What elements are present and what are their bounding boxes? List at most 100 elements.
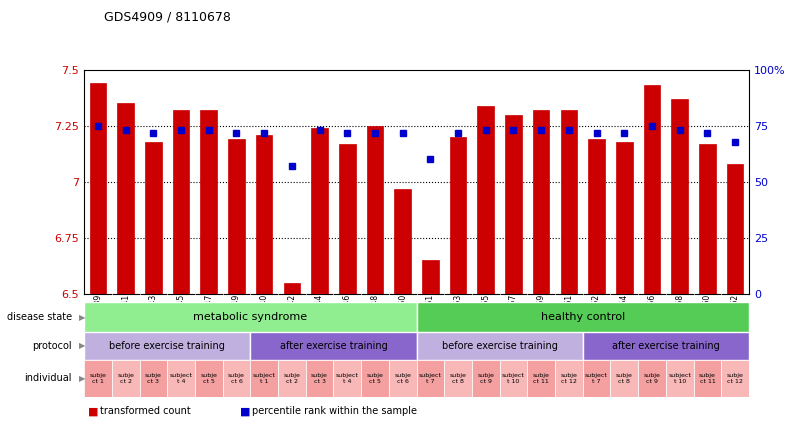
Bar: [173, 110, 189, 294]
Bar: [145, 142, 162, 294]
Bar: [112, 360, 139, 397]
Text: subje
ct 11: subje ct 11: [699, 373, 716, 384]
Bar: [367, 126, 384, 294]
Bar: [500, 360, 527, 397]
Text: GSM1070456: GSM1070456: [647, 294, 657, 346]
Bar: [694, 360, 721, 397]
Bar: [450, 137, 466, 294]
Text: subje
ct 6: subje ct 6: [228, 373, 245, 384]
Bar: [84, 332, 250, 360]
Bar: [616, 142, 633, 294]
Text: GSM1070454: GSM1070454: [620, 294, 629, 346]
Bar: [200, 110, 217, 294]
Text: GSM1070448: GSM1070448: [371, 294, 380, 345]
Text: metabolic syndrome: metabolic syndrome: [193, 312, 308, 322]
Bar: [671, 99, 688, 294]
Bar: [167, 360, 195, 397]
Bar: [727, 164, 743, 294]
Text: before exercise training: before exercise training: [109, 341, 225, 351]
Text: GSM1070442: GSM1070442: [288, 294, 296, 345]
Bar: [417, 302, 749, 332]
Text: before exercise training: before exercise training: [441, 341, 557, 351]
Bar: [417, 360, 445, 397]
Bar: [583, 332, 749, 360]
Text: GSM1070451: GSM1070451: [426, 294, 435, 345]
Bar: [533, 110, 549, 294]
Bar: [583, 360, 610, 397]
Bar: [388, 360, 417, 397]
Text: subje
ct 12: subje ct 12: [561, 373, 578, 384]
Text: GSM1070440: GSM1070440: [260, 294, 268, 346]
Text: GSM1070447: GSM1070447: [204, 294, 213, 346]
Text: individual: individual: [25, 373, 72, 383]
Bar: [561, 110, 578, 294]
Text: GSM1070457: GSM1070457: [509, 294, 518, 346]
Bar: [472, 360, 500, 397]
Bar: [84, 302, 417, 332]
Text: disease state: disease state: [7, 312, 72, 322]
Text: GSM1070444: GSM1070444: [315, 294, 324, 346]
Bar: [588, 139, 605, 294]
Bar: [610, 360, 638, 397]
Bar: [477, 106, 494, 294]
Text: GSM1070450: GSM1070450: [398, 294, 407, 346]
Text: GSM1070439: GSM1070439: [94, 294, 103, 346]
Bar: [84, 360, 112, 397]
Text: subject
t 4: subject t 4: [170, 373, 192, 384]
Bar: [250, 332, 417, 360]
Text: subject
t 10: subject t 10: [502, 373, 525, 384]
Text: after exercise training: after exercise training: [280, 341, 388, 351]
Text: percentile rank within the sample: percentile rank within the sample: [252, 406, 417, 416]
Text: subje
ct 3: subje ct 3: [145, 373, 162, 384]
Bar: [422, 260, 439, 294]
Bar: [139, 360, 167, 397]
Text: subject
t 1: subject t 1: [253, 373, 276, 384]
Text: GSM1070452: GSM1070452: [592, 294, 601, 345]
Text: subje
ct 9: subje ct 9: [477, 373, 494, 384]
Text: transformed count: transformed count: [100, 406, 191, 416]
Text: GSM1070453: GSM1070453: [453, 294, 462, 346]
Bar: [445, 360, 472, 397]
Bar: [90, 83, 107, 294]
Text: GSM1070449: GSM1070449: [232, 294, 241, 346]
Text: GSM1070458: GSM1070458: [675, 294, 684, 345]
Text: ▶: ▶: [78, 341, 85, 350]
Bar: [527, 360, 555, 397]
Bar: [505, 115, 521, 294]
Text: subje
ct 3: subje ct 3: [311, 373, 328, 384]
Bar: [638, 360, 666, 397]
Bar: [306, 360, 333, 397]
Bar: [228, 139, 245, 294]
Bar: [721, 360, 749, 397]
Text: subje
ct 6: subje ct 6: [394, 373, 411, 384]
Text: after exercise training: after exercise training: [612, 341, 720, 351]
Bar: [699, 144, 716, 294]
Text: subje
ct 11: subje ct 11: [533, 373, 549, 384]
Text: subje
ct 2: subje ct 2: [117, 373, 134, 384]
Text: GSM1070445: GSM1070445: [176, 294, 186, 346]
Text: GSM1070446: GSM1070446: [343, 294, 352, 346]
Bar: [195, 360, 223, 397]
Text: subject
t 7: subject t 7: [586, 373, 608, 384]
Text: subje
ct 5: subje ct 5: [367, 373, 384, 384]
Bar: [333, 360, 361, 397]
Text: subje
ct 12: subje ct 12: [727, 373, 743, 384]
Text: GSM1070461: GSM1070461: [565, 294, 574, 345]
Bar: [361, 360, 388, 397]
Text: ▶: ▶: [78, 313, 85, 322]
Text: GSM1070441: GSM1070441: [121, 294, 130, 345]
Text: GSM1070455: GSM1070455: [481, 294, 490, 346]
Bar: [223, 360, 251, 397]
Text: subje
ct 8: subje ct 8: [616, 373, 633, 384]
Text: GSM1070459: GSM1070459: [537, 294, 545, 346]
Bar: [394, 189, 411, 294]
Text: ■: ■: [88, 406, 99, 416]
Text: ▶: ▶: [78, 374, 85, 383]
Text: subje
ct 1: subje ct 1: [90, 373, 107, 384]
Bar: [417, 332, 583, 360]
Bar: [284, 283, 300, 294]
Text: subje
ct 5: subje ct 5: [200, 373, 217, 384]
Bar: [278, 360, 306, 397]
Text: protocol: protocol: [33, 341, 72, 351]
Text: subject
t 4: subject t 4: [336, 373, 359, 384]
